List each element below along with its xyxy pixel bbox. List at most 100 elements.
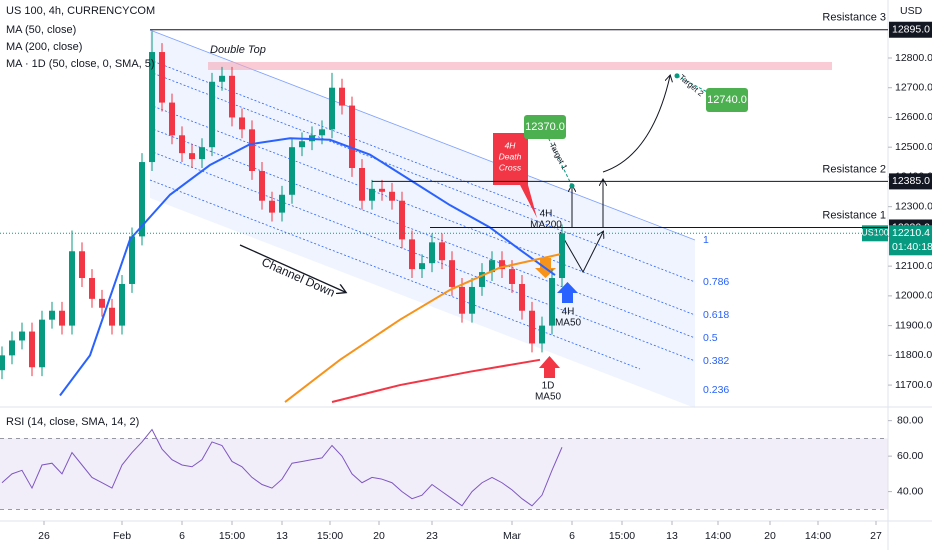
projection-path [239,76,670,292]
candle-body [29,331,35,368]
candle-body [59,310,65,326]
candle-body [269,200,275,213]
candle-body [419,263,425,270]
candle-body [199,147,205,160]
candle-body [279,194,285,213]
x-tick-label: 14:00 [805,530,831,542]
candle-body [49,310,55,320]
candle-body [129,236,135,284]
symbol-tag [862,225,888,242]
annotation: 4H [505,140,517,150]
candle-body [189,153,195,160]
annotation: 1D [542,381,555,392]
fib-label: 0.382 [703,355,729,367]
level-tag-label: 12385.0 [892,175,930,187]
candle-body [369,188,375,201]
candle-body [399,200,405,240]
candle-body [359,168,365,201]
level-tag-label: 12895.0 [892,24,930,36]
candle-body [339,87,345,106]
candle-body [209,81,215,148]
resistance-name: Resistance 3 [822,12,886,24]
x-tick-label: 13 [666,530,678,542]
level-tag [889,21,932,38]
y-tick-label: 12700.0 [895,82,932,94]
candle-body [299,141,305,148]
x-tick-label: 20 [764,530,776,542]
fib-label: 0.618 [703,309,729,321]
fib-label: 0.5 [703,332,718,344]
y-tick-label: 11900.0 [895,319,932,331]
rsi-band [0,438,888,510]
candle-body [69,251,75,326]
annotation: 4H [562,307,575,318]
candle-body [169,102,175,136]
y-tick-label: 11800.0 [895,349,932,361]
candle-body [329,87,335,130]
candle-body [389,191,395,201]
annotation: MA50 [535,392,562,403]
candle-body [349,105,355,169]
y-tick-label: 12100.0 [895,260,932,272]
x-tick-label: Mar [503,530,522,542]
candle-body [249,129,255,171]
x-tick-label: Feb [113,530,131,542]
channel-fill [150,30,695,408]
candle-body [229,75,235,118]
chart-title: US 100, 4h, CURRENCYCOM [6,5,155,17]
x-tick-label: 13 [276,530,288,542]
candle-body [409,239,415,270]
rsi-title: RSI (14, close, SMA, 14, 2) [6,416,139,428]
target-box [706,88,748,112]
moving-average [331,358,541,403]
candle-body [9,340,15,356]
annotation: Cross [499,162,522,172]
y-tick-label: 12800.0 [895,52,932,64]
candle-body [109,307,115,326]
x-tick-label: 6 [569,530,575,542]
candle-body [549,278,555,326]
annotation: 4H [540,209,553,220]
y-tick-label: 12000.0 [895,290,932,302]
annotation: MA50 [555,318,582,329]
x-tick-label: 14:00 [705,530,731,542]
resistance-name: Resistance 1 [822,209,886,221]
x-tick-label: 27 [870,530,882,542]
moving-average [59,137,556,397]
candle-body [499,260,505,270]
candle-body [539,325,545,344]
candle-body [19,331,25,341]
fib-label: 0.236 [703,384,729,396]
y-tick-label: 12600.0 [895,111,932,123]
candle-body [79,251,85,279]
candle-body [429,242,435,264]
last-price-label: 12210.4 [892,227,930,239]
resistance-name: Resistance 2 [822,163,886,175]
annotation: Death [499,151,522,161]
candle-body [119,283,125,326]
y-tick-label: 12300.0 [895,200,932,212]
candle-body [259,170,265,201]
candle-body [159,52,165,103]
x-tick-label: 15:00 [609,530,635,542]
countdown: 01:40:18 [892,241,932,253]
rsi-tick-label: 80.00 [897,414,923,426]
candle-body [459,286,465,314]
candle-body [0,355,5,371]
symbol-tag-label: US100 [861,228,889,238]
rsi-line [1,428,563,507]
x-tick-label: 26 [38,530,50,542]
candle-body [179,135,185,154]
legend-item: MA (200, close) [6,41,82,53]
candle-body [149,52,155,163]
candle-body [559,233,565,279]
candle-body [519,283,525,311]
x-tick-label: 6 [179,530,185,542]
rsi-tick-label: 60.00 [897,450,923,462]
candle-body [289,147,295,195]
x-tick-label: 20 [373,530,385,542]
annotation: MA200 [530,220,562,231]
